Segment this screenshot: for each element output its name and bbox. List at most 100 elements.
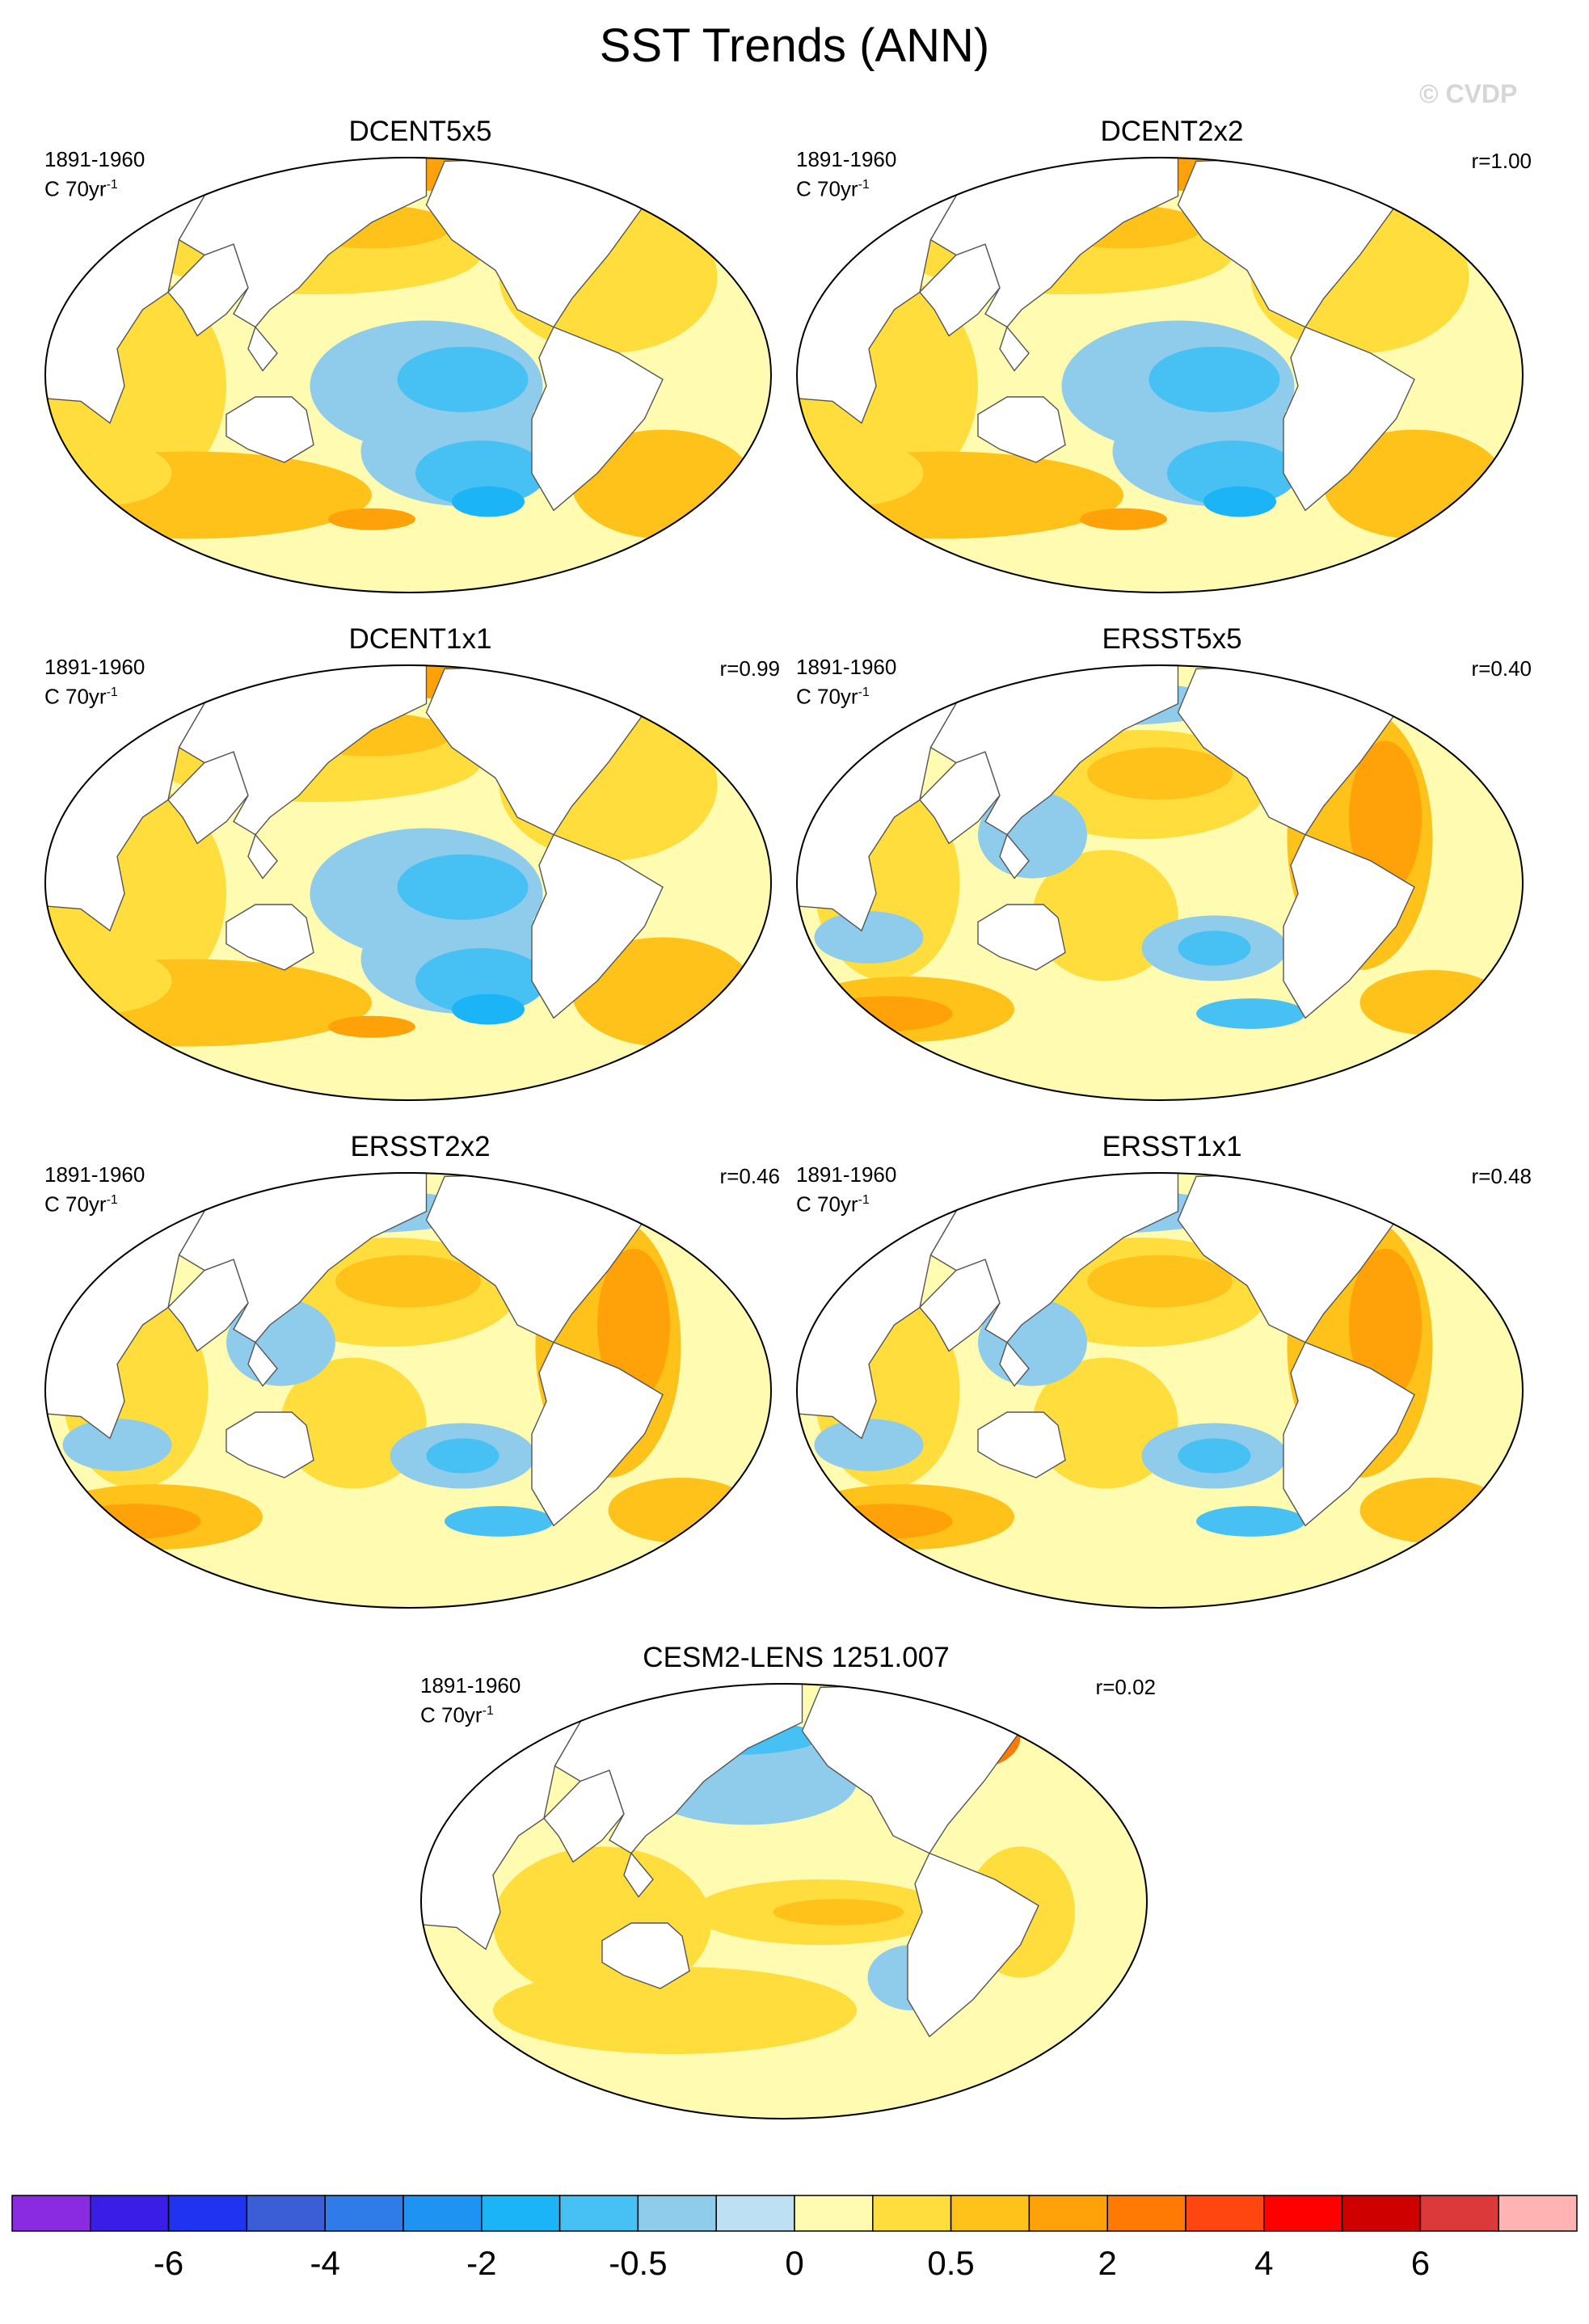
colorbar-tick-label: 0 — [785, 2244, 804, 2282]
land-greenland — [1009, 1686, 1077, 1732]
colorbar-swatch — [1341, 2195, 1422, 2232]
panel-dcent5x5: DCENT5x5 1891-1960 C 70yr-1 — [44, 115, 796, 608]
panel-period: 1891-1960 — [796, 147, 897, 171]
panel-title: CESM2-LENS 1251.007 — [643, 1642, 950, 1673]
land-seAsia — [247, 1341, 278, 1387]
panel-ersst2x2: ERSST2x2 1891-1960 C 70yr-1 r=0.46 — [44, 1130, 796, 1623]
land-australia — [977, 1411, 1066, 1478]
sst-trend-region — [597, 1248, 670, 1402]
panel-ersst1x1: ERSST1x1 1891-1960 C 70yr-1 r=0.48 — [796, 1130, 1548, 1623]
sst-trend-region — [452, 993, 525, 1025]
sst-trend-region — [397, 854, 529, 920]
land-australia — [601, 1922, 690, 1989]
land-seAsia — [247, 326, 278, 372]
map-ersst2x2 — [44, 1172, 772, 1609]
land-australia — [225, 904, 314, 971]
panel-correlation: r=1.00 — [1471, 149, 1532, 173]
panel-period: 1891-1960 — [44, 655, 145, 679]
land-greenland — [1385, 160, 1452, 206]
panel-period: 1891-1960 — [44, 147, 145, 171]
colorbar-swatch — [246, 2195, 326, 2232]
land-greenland — [633, 160, 701, 206]
panel-units: C 70yr-1 — [420, 1702, 494, 1727]
colorbar-tick-label: -4 — [310, 2244, 340, 2282]
map-border — [796, 1172, 1524, 1609]
panel-title: DCENT5x5 — [348, 116, 492, 147]
colorbar-swatch — [481, 2195, 561, 2232]
map-ersst5x5 — [796, 664, 1524, 1101]
sst-trend-region — [1203, 486, 1276, 517]
map-border — [420, 1683, 1148, 2119]
colorbar-swatch — [1263, 2195, 1343, 2232]
colorbar-swatch — [1185, 2195, 1265, 2232]
panel-correlation: r=0.48 — [1471, 1164, 1532, 1188]
colorbar-swatch — [11, 2195, 91, 2232]
land-greenland — [633, 668, 701, 714]
colorbar-tick-label: 0.5 — [927, 2244, 975, 2282]
colorbar-swatch — [1419, 2195, 1499, 2232]
sst-trend-region — [335, 1255, 481, 1308]
colorbar-swatch — [90, 2195, 170, 2232]
colorbar-swatch — [324, 2195, 404, 2232]
sst-trend-region — [1196, 1506, 1305, 1537]
colorbar — [11, 2195, 1578, 2232]
panel-correlation: r=0.40 — [1471, 656, 1532, 681]
land-seAsia — [999, 326, 1030, 372]
colorbar-swatch — [558, 2195, 639, 2232]
sst-trend-region — [1178, 1438, 1251, 1474]
land-southAmerica — [531, 833, 664, 1019]
sst-trend-region — [1087, 1255, 1233, 1308]
sst-trend-region — [1196, 998, 1305, 1029]
land-southAmerica — [1283, 833, 1415, 1019]
colorbar-swatch — [167, 2195, 248, 2232]
colorbar-tick-label: -0.5 — [609, 2244, 668, 2282]
sst-trend-region — [1167, 441, 1298, 506]
map-cesm2-lens — [420, 1683, 1148, 2119]
watermark: © CVDP — [1419, 79, 1518, 108]
panel-correlation: r=0.02 — [1095, 1675, 1156, 1699]
sst-trend-region — [1149, 346, 1280, 412]
figure-title: SST Trends (ANN) — [599, 19, 990, 72]
colorbar-swatch — [794, 2195, 874, 2232]
panel-correlation: r=0.99 — [719, 656, 780, 681]
land-southAmerica — [907, 1852, 1039, 2038]
land-greenland — [1385, 1175, 1452, 1221]
sst-trend-region — [1080, 508, 1167, 530]
panel-title: ERSST1x1 — [1102, 1131, 1242, 1162]
panel-correlation: r=0.46 — [719, 1164, 780, 1188]
map-border — [44, 157, 772, 593]
panel-units: C 70yr-1 — [796, 684, 870, 709]
sst-trend-region — [62, 1419, 172, 1471]
land-australia — [977, 904, 1066, 971]
panel-units: C 70yr-1 — [796, 176, 870, 201]
map-dcent5x5 — [44, 157, 772, 593]
panel-period: 1891-1960 — [420, 1673, 521, 1698]
sst-trend-region — [814, 1419, 924, 1471]
land-seAsia — [247, 833, 278, 879]
sst-trend-region — [328, 1015, 415, 1038]
land-seAsia — [999, 833, 1030, 879]
colorbar-tick-label: 2 — [1098, 2244, 1117, 2282]
land-greenland — [1385, 668, 1452, 714]
map-dcent2x2 — [796, 157, 1524, 593]
land-southAmerica — [1283, 1341, 1415, 1527]
colorbar-swatch — [637, 2195, 717, 2232]
colorbar-tick-label: -2 — [466, 2244, 497, 2282]
colorbar-swatch — [872, 2195, 952, 2232]
land-southAmerica — [531, 326, 664, 512]
land-asia — [554, 1683, 803, 1854]
colorbar-swatch — [950, 2195, 1031, 2232]
land-australia — [225, 1411, 314, 1478]
sst-trend-region — [1349, 740, 1422, 894]
map-border — [796, 664, 1524, 1101]
panel-units: C 70yr-1 — [44, 176, 118, 201]
sst-trend-region — [452, 486, 525, 517]
panel-period: 1891-1960 — [44, 1162, 145, 1187]
map-border — [44, 1172, 772, 1609]
land-seAsia — [999, 1341, 1030, 1387]
panel-units: C 70yr-1 — [796, 1192, 870, 1217]
panel-units: C 70yr-1 — [44, 1192, 118, 1217]
sst-trend-region — [1178, 930, 1251, 966]
sst-trend-region — [493, 1967, 857, 2054]
land-asia — [178, 157, 428, 328]
